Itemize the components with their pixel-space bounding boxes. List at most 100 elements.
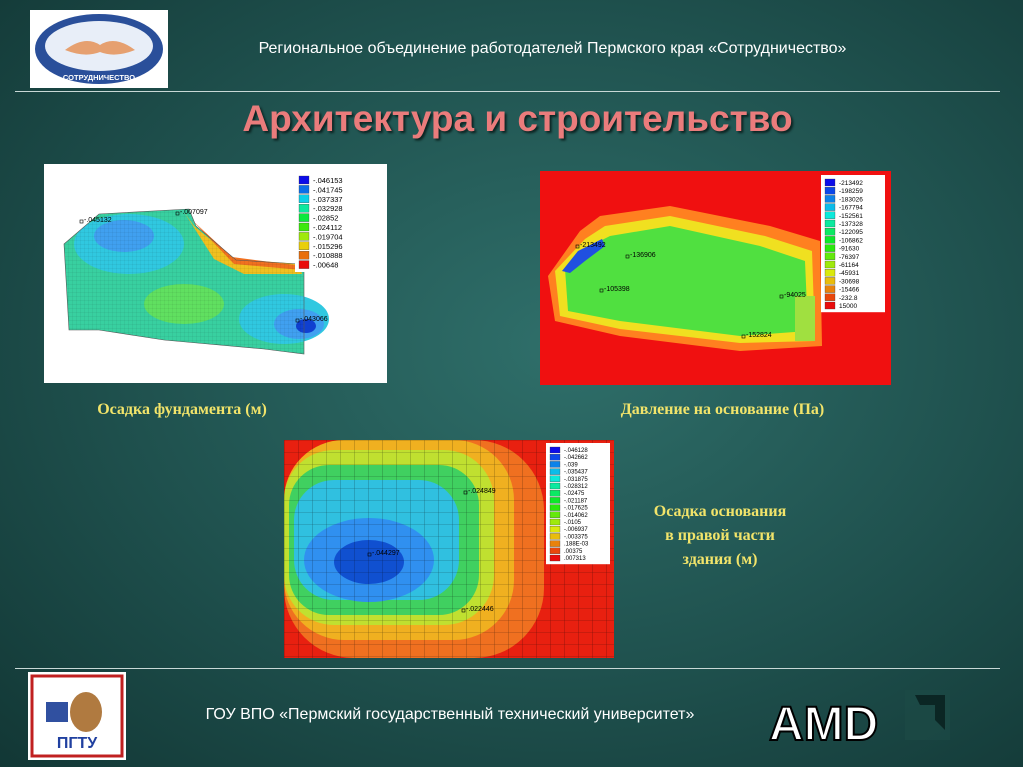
legend-label: -.02475 bbox=[564, 491, 585, 497]
legend-swatch bbox=[298, 222, 310, 232]
legend-swatch bbox=[298, 232, 310, 241]
legend-label: -.035437 bbox=[564, 470, 588, 476]
legend-label: -.039 bbox=[564, 462, 578, 468]
university-logo: ПГТУ bbox=[28, 672, 126, 760]
legend-label: -.021187 bbox=[564, 498, 588, 504]
annotation-marker bbox=[463, 490, 468, 495]
annotation-marker bbox=[295, 318, 300, 323]
org-name: Региональное объединение работодателей П… bbox=[258, 40, 847, 57]
university-logo-graphic: ПГТУ bbox=[30, 674, 124, 758]
legend-label: -106862 bbox=[839, 237, 863, 244]
legend-swatch bbox=[824, 277, 836, 285]
legend-swatch bbox=[298, 251, 310, 260]
legend-label: -.031875 bbox=[564, 477, 588, 483]
contour-plot: -.046128-.042662-.039-.035437-.031875-.0… bbox=[284, 440, 614, 658]
legend-swatch bbox=[824, 178, 836, 187]
legend-label: -76397 bbox=[839, 254, 860, 261]
legend-swatch bbox=[824, 269, 836, 277]
slide-title: Архитектура и строительство bbox=[242, 98, 793, 139]
legend-label: 15000 bbox=[839, 303, 857, 310]
legend-swatch bbox=[824, 187, 836, 195]
org-logo-graphic: СОТРУДНИЧЕСТВО bbox=[35, 14, 163, 84]
legend-label: -.0105 bbox=[564, 520, 582, 526]
legend-swatch bbox=[549, 475, 561, 482]
legend-label: .188E-03 bbox=[564, 542, 589, 548]
legend-label: -.003375 bbox=[564, 534, 588, 540]
annotation: -136906 bbox=[630, 252, 656, 259]
annotation-marker bbox=[575, 244, 580, 249]
figure: -213492 -198259 -183026 -167794 -152561 -1373… bbox=[540, 171, 891, 385]
annotation: -.007097 bbox=[180, 209, 208, 216]
legend-swatch bbox=[549, 454, 561, 461]
annotation-marker bbox=[599, 288, 604, 293]
legend-label: -137328 bbox=[839, 221, 863, 228]
legend-label: -183026 bbox=[839, 196, 863, 203]
annotation: -.043066 bbox=[300, 316, 328, 323]
legend-label: -.015296 bbox=[313, 242, 343, 251]
legend-swatch bbox=[549, 490, 561, 497]
brand-logo: AMD bbox=[765, 685, 1020, 752]
annotation: -105398 bbox=[604, 286, 630, 293]
legend-swatch bbox=[824, 301, 836, 310]
legend-label: -.028312 bbox=[564, 484, 588, 490]
org-logo: СОТРУДНИЧЕСТВО bbox=[30, 10, 168, 88]
legend-swatch bbox=[549, 511, 561, 518]
legend-swatch bbox=[298, 213, 310, 222]
annotation-marker bbox=[461, 608, 466, 613]
annotation: -152824 bbox=[746, 332, 772, 339]
legend-swatch bbox=[549, 526, 561, 533]
brand-logo-graphic: AMD bbox=[768, 685, 950, 752]
legend-label: -61164 bbox=[839, 262, 859, 269]
legend-swatch bbox=[549, 533, 561, 540]
figure-caption: Осадка фундамента (м) bbox=[97, 401, 267, 418]
legend-swatch bbox=[298, 204, 310, 213]
legend-label: -.00648 bbox=[313, 261, 338, 270]
legend-label: -.037337 bbox=[313, 195, 343, 204]
contour-plot: -213492-198259-183026-167794-152561-1373… bbox=[540, 171, 891, 385]
brand-text: AMD bbox=[769, 698, 878, 750]
legend-label: -.041745 bbox=[313, 185, 343, 194]
legend-swatch bbox=[298, 185, 310, 194]
legend-label: -15466 bbox=[839, 287, 860, 294]
legend-swatch bbox=[549, 547, 561, 554]
legend-swatch bbox=[824, 211, 836, 219]
legend-label: -.006937 bbox=[564, 527, 588, 533]
legend-swatch bbox=[549, 446, 561, 454]
legend-label: -.046153 bbox=[313, 176, 343, 185]
legend-swatch bbox=[824, 252, 836, 260]
legend-label: -198259 bbox=[839, 188, 863, 195]
legend-label: -91630 bbox=[839, 246, 860, 253]
annotation: -.022446 bbox=[466, 606, 494, 613]
annotation: -94025 bbox=[784, 292, 806, 299]
legend-swatch bbox=[549, 504, 561, 511]
legend-swatch bbox=[298, 260, 310, 269]
legend-label: -45931 bbox=[839, 270, 860, 277]
legend-swatch bbox=[824, 219, 836, 228]
legend-label: -213492 bbox=[839, 180, 863, 187]
legend-swatch bbox=[549, 461, 561, 468]
figure: -.046128 -.042662 -.039 -.035437 -.031875 -.0… bbox=[284, 440, 614, 658]
legend-swatch bbox=[298, 175, 310, 185]
legend-label: -.019704 bbox=[313, 232, 343, 241]
legend-swatch bbox=[549, 540, 561, 547]
legend-swatch bbox=[824, 228, 836, 236]
legend-label: .00375 bbox=[564, 549, 583, 555]
legend-swatch bbox=[824, 285, 836, 293]
university-name: ГОУ ВПО «Пермский государственный технич… bbox=[205, 706, 695, 723]
figure: -.046153 -.041745 -.037337 -.032928 -.02852-… bbox=[44, 164, 387, 383]
figure-caption: Давление на основание (Па) bbox=[620, 401, 825, 418]
legend-swatch bbox=[298, 241, 310, 250]
university-logo-text: ПГТУ bbox=[57, 735, 98, 752]
legend-label: -.032928 bbox=[313, 204, 343, 213]
legend-swatch bbox=[549, 468, 561, 475]
annotation-marker bbox=[175, 211, 180, 216]
figure-caption: Осадка основания в правой части здания (… bbox=[653, 503, 787, 568]
annotation-marker bbox=[79, 219, 84, 224]
legend-swatch bbox=[549, 497, 561, 504]
divider bbox=[15, 91, 1000, 92]
annotation: -.044297 bbox=[372, 550, 400, 557]
legend-label: -122095 bbox=[839, 229, 863, 236]
annotation: -.045132 bbox=[84, 217, 112, 224]
legend-swatch bbox=[824, 195, 836, 203]
